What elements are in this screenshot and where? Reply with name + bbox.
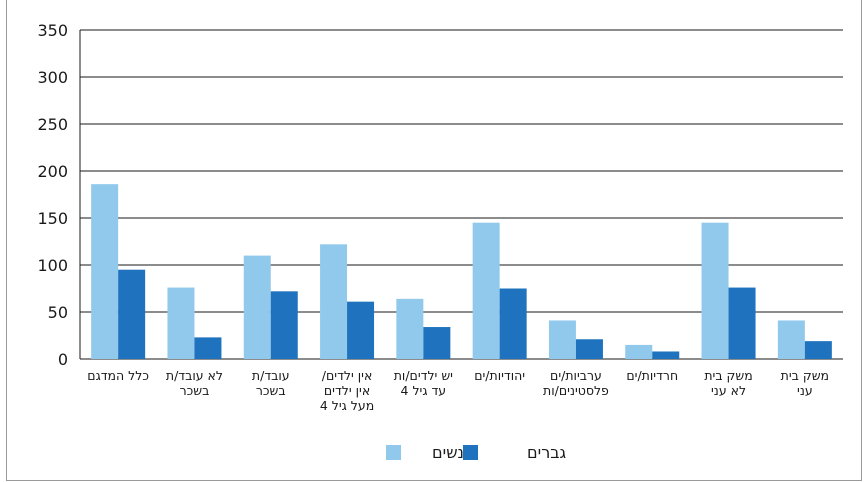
legend-swatch: [463, 445, 478, 460]
category-label: לא עובד/ת: [166, 368, 223, 383]
bar-men: [347, 302, 374, 359]
category-label: משק בית: [704, 368, 752, 383]
bar-women: [320, 244, 347, 359]
y-tick-label: 100: [37, 256, 68, 275]
bar-men: [652, 351, 679, 359]
category-label: אין ילדים: [324, 383, 370, 398]
bar-women: [702, 223, 729, 359]
category-label: משק בית: [781, 368, 829, 383]
y-tick-label: 0: [58, 350, 68, 369]
bar-men: [729, 288, 756, 359]
bar-women: [549, 320, 576, 359]
bar-women: [244, 256, 271, 359]
category-label: בשכר: [180, 383, 210, 398]
bar-men: [500, 289, 527, 360]
bar-women: [625, 345, 652, 359]
legend-label: גברים: [527, 443, 566, 462]
bar-women: [396, 299, 423, 359]
y-tick-label: 350: [37, 21, 68, 40]
y-tick-label: 300: [37, 68, 68, 87]
bar-men: [194, 337, 221, 359]
bar-women: [91, 184, 118, 359]
category-label: יש ילדים/ות: [394, 368, 453, 383]
category-label: לא עני: [711, 383, 746, 398]
bar-men: [576, 339, 603, 359]
category-label: בשכר: [256, 383, 286, 398]
legend-swatch: [386, 445, 401, 460]
bar-men: [805, 341, 832, 359]
category-label: ערביות/ים: [550, 368, 602, 383]
category-label: עני: [797, 383, 813, 398]
legend-label: נשים: [432, 443, 464, 462]
category-label: פלסטינים/ות: [543, 383, 609, 398]
y-tick-label: 200: [37, 162, 68, 181]
bar-women: [473, 223, 500, 359]
y-tick-label: 50: [48, 303, 68, 322]
category-label: אין ילדים/: [322, 368, 373, 383]
category-label: עד גיל 4: [401, 383, 447, 398]
bar-women: [778, 320, 805, 359]
bar-women: [167, 288, 194, 359]
category-label: חרדיות/ים: [626, 368, 678, 383]
category-label: יהודיות/ים: [474, 368, 525, 383]
category-label: עובד/ת: [252, 368, 290, 383]
bar-men: [118, 270, 145, 359]
bar-men: [423, 327, 450, 359]
y-tick-label: 250: [37, 115, 68, 134]
category-label: מעל גיל 4: [320, 398, 374, 413]
bar-men: [271, 291, 298, 359]
y-tick-label: 150: [37, 209, 68, 228]
category-label: כלל המדגם: [87, 368, 149, 383]
